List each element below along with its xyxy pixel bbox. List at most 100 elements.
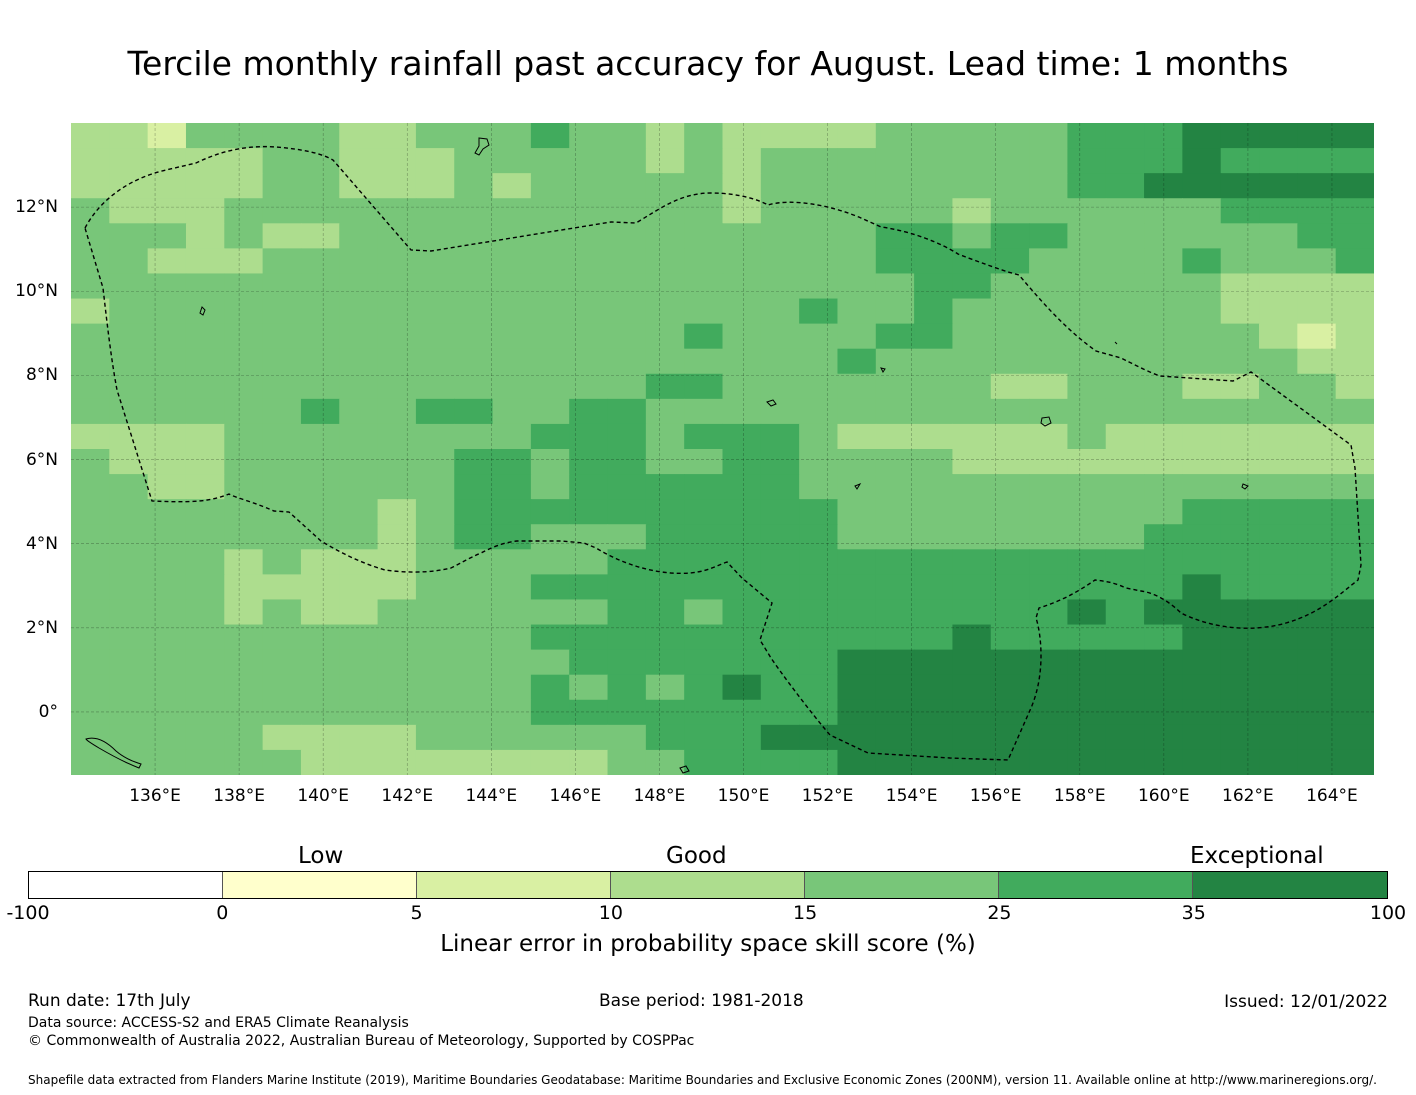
skill-cell [530,749,570,775]
skill-cell [147,599,187,626]
skill-cell [799,574,839,601]
skill-cell [71,123,110,149]
skill-cell [1067,398,1107,425]
skill-cell [415,398,455,425]
skill-cell [760,298,800,325]
skill-cell [262,524,302,550]
skill-cell [875,524,915,550]
skill-cell [914,123,954,149]
skill-cell [1220,198,1260,224]
skill-cell [799,198,839,224]
skill-cell [722,373,762,400]
skill-cell [607,223,647,249]
skill-cell [530,273,570,300]
skill-cell [147,524,187,550]
skill-cell [1297,724,1337,751]
skill-cell [569,373,609,400]
skill-cell [799,423,839,450]
eez-boundary [84,145,1362,761]
skill-cell [1220,398,1260,425]
skill-cell [377,248,417,275]
skill-cell [1220,449,1260,475]
latitude-tick-label: 4°N [25,533,58,554]
skill-cell [645,724,685,751]
skill-cell [722,474,762,500]
skill-cell [1105,749,1145,775]
skill-cell [645,624,685,651]
skill-cell [645,474,685,500]
skill-cell [1182,449,1222,475]
skill-cell [109,298,149,325]
skill-cell [837,198,877,224]
skill-cell [1029,499,1069,525]
skill-cell [1220,649,1260,676]
skill-cell [185,749,225,775]
skill-cell [454,474,494,500]
skill-cell [492,674,532,701]
skill-cell [875,398,915,425]
skill-cell [415,724,455,751]
skill-cell [952,699,992,726]
skill-cell [722,599,762,626]
skill-cell [914,423,954,450]
skill-cell [914,449,954,475]
skill-cell [492,423,532,450]
skill-cell [1220,724,1260,751]
skill-cell [990,423,1030,450]
skill-cell [1144,398,1183,425]
longitude-tick-label: 162°E [1222,786,1274,806]
skill-cell [684,674,724,701]
skill-cell [1182,123,1222,149]
skill-cell [262,348,302,375]
skill-cell [492,724,532,751]
skill-cell [1182,624,1222,651]
skill-cell [990,348,1030,375]
skill-cell [262,398,302,425]
skill-cell [147,449,187,475]
skill-cell [185,248,225,275]
skill-cell [684,699,724,726]
skill-cell [530,449,570,475]
skill-cell [1182,574,1222,601]
latitude-tick-label: 0° [38,701,58,722]
skill-cell [607,649,647,676]
skill-cell [952,674,992,701]
skill-cell [71,699,110,726]
skill-cell [914,699,954,726]
copyright: © Commonwealth of Australia 2022, Austra… [28,1033,695,1049]
colorbar [28,871,1388,899]
skill-cell [1220,624,1260,651]
skill-cell [799,173,839,199]
skill-cell [1335,223,1374,249]
skill-cell [109,348,149,375]
skill-cell [1144,273,1183,300]
skill-cell [1259,724,1298,751]
skill-cell [1067,524,1107,550]
skill-cell [71,173,110,199]
skill-cell [147,173,187,199]
skill-cell [1144,624,1183,651]
skill-cell [71,649,110,676]
skill-cell [300,423,340,450]
skill-cell [684,348,724,375]
skill-cell [109,649,149,676]
skill-cell [1144,724,1183,751]
skill-cell [914,474,954,500]
skill-cell [1182,248,1222,275]
skill-cell [799,148,839,174]
skill-cell [147,348,187,375]
island-pohnpei [1040,416,1052,427]
skill-cell [684,298,724,325]
skill-cell [1220,173,1260,199]
skill-cell [914,148,954,174]
skill-cell [1297,499,1337,525]
skill-cell [71,248,110,275]
skill-cell [1335,298,1374,325]
skill-cell [224,123,264,149]
skill-cell [1029,148,1069,174]
skill-cell [645,173,685,199]
skill-cell [262,423,302,450]
skill-cell [377,474,417,500]
skill-cell [990,499,1030,525]
skill-cell [1144,348,1183,375]
